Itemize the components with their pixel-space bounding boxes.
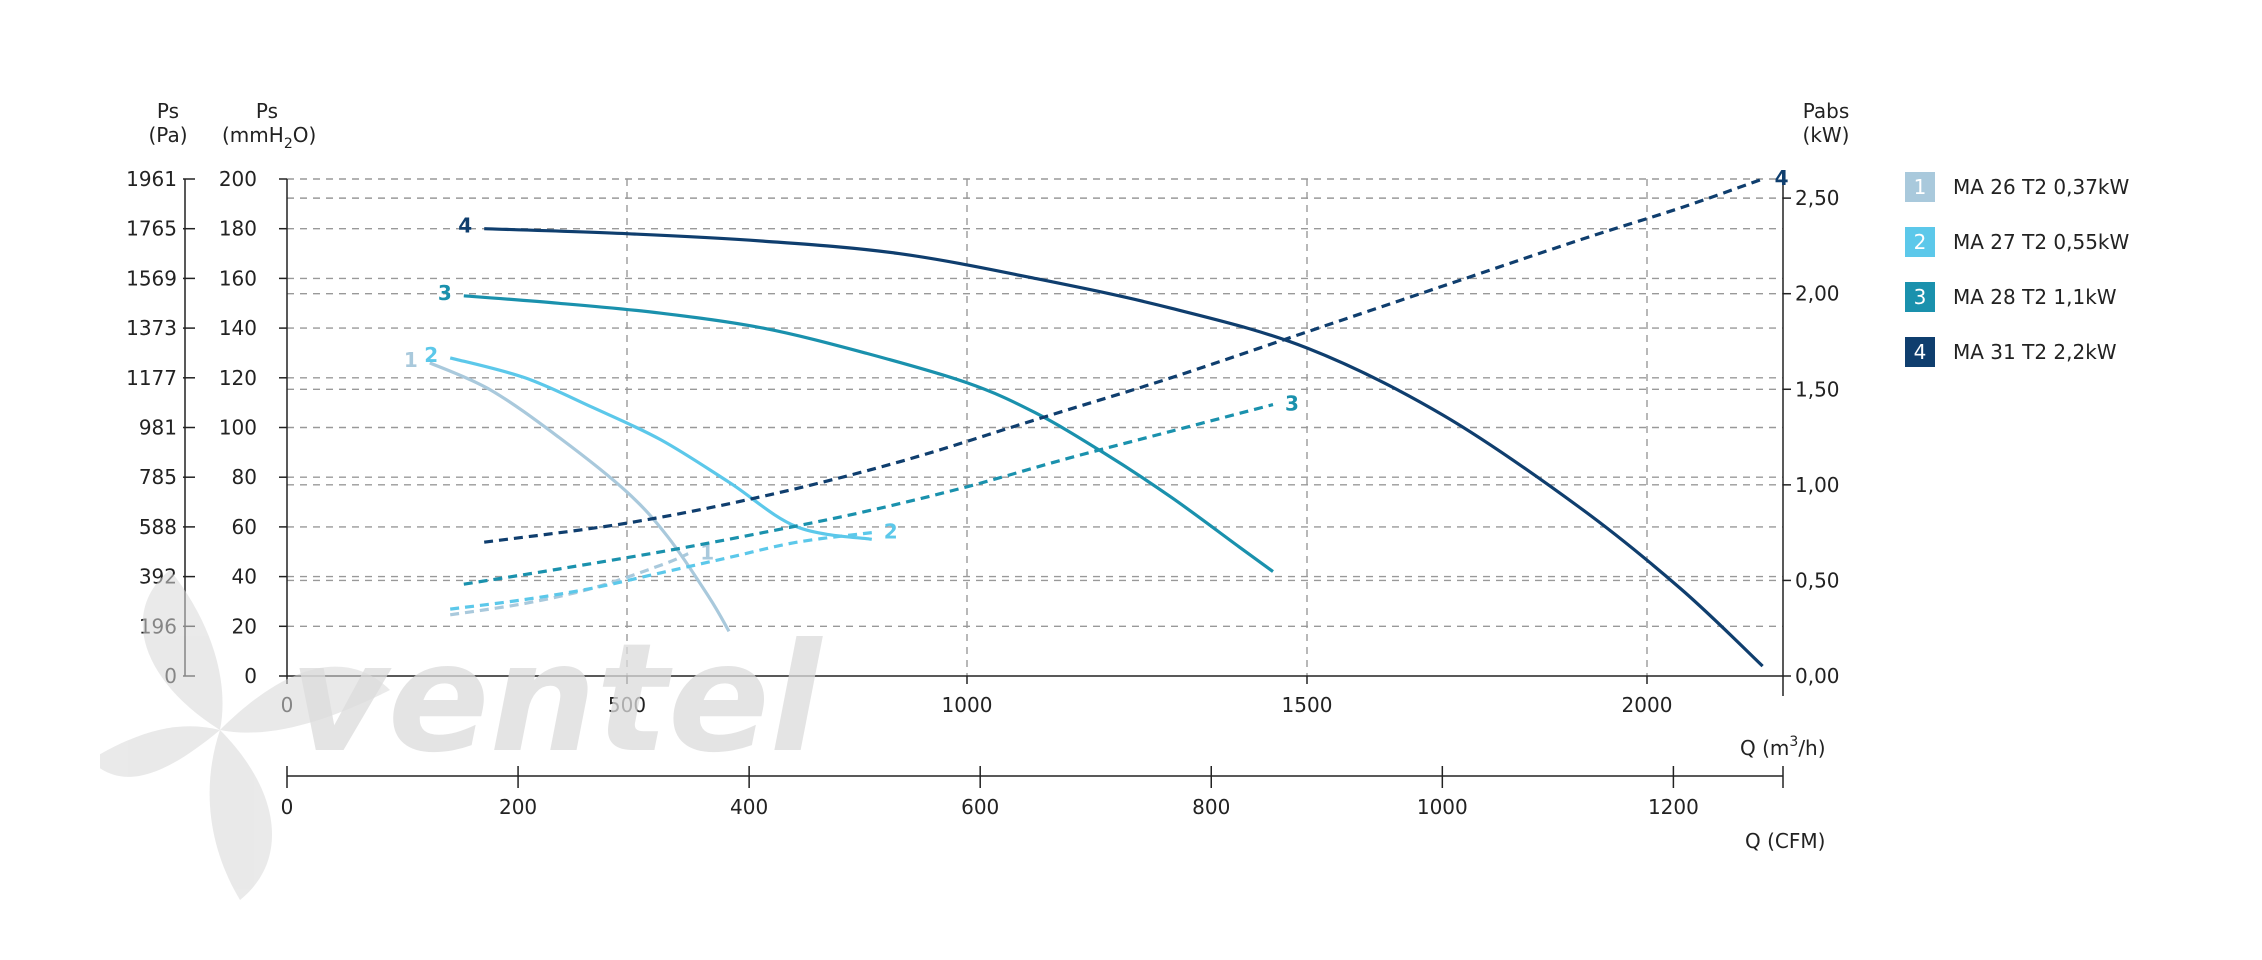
kw-axis-title-1: Pabs [1803, 99, 1850, 123]
legend-label-3: MA 28 T2 1,1kW [1953, 285, 2117, 309]
power-curve-label-1: 1 [700, 541, 714, 565]
mm-tick-label: 20 [232, 614, 257, 638]
legend-item-2: 2 MA 27 T2 0,55kW [1905, 227, 2129, 257]
x-cfm-tick-label: 200 [499, 795, 537, 819]
x-cfm-tick-label: 1200 [1648, 795, 1699, 819]
x-cfm-axis-title: Q (CFM) [1745, 829, 1825, 853]
mm-tick-label: 60 [232, 515, 257, 539]
kw-tick-label: 0,00 [1795, 664, 1840, 688]
kw-tick-label: 1,00 [1795, 473, 1840, 497]
mm-axis-title-2: (mmH2O) [222, 123, 316, 152]
kw-tick-label: 2,50 [1795, 186, 1840, 210]
pressure-curve-3 [463, 294, 1274, 573]
x-m3h-title-end: /h) [1798, 736, 1825, 760]
pa-axis-title-1: Ps [157, 99, 179, 123]
pressure-curve-label-1: 1 [404, 348, 418, 372]
pa-axis-title-2: (Pa) [148, 123, 187, 147]
power-curve-2 [449, 531, 873, 611]
legend-swatch-2: 2 [1905, 227, 1935, 257]
pressure-curve-label-2: 2 [424, 343, 438, 367]
mm-axis-title-base: (mmH [222, 123, 284, 147]
power-curve-4 [483, 177, 1764, 544]
kw-tick-label: 2,00 [1795, 282, 1840, 306]
mm-axis-title-end: O) [293, 123, 317, 147]
legend-swatch-4: 4 [1905, 337, 1935, 367]
mm-tick-label: 180 [219, 217, 257, 241]
mm-tick-label: 140 [219, 316, 257, 340]
legend-label-2: MA 27 T2 0,55kW [1953, 230, 2130, 254]
power-curve-label-4: 4 [1775, 166, 1789, 190]
pressure-curve-4 [484, 227, 1764, 668]
kw-axis-title-2: (kW) [1803, 123, 1850, 147]
mm-tick-label: 100 [219, 416, 257, 440]
pa-tick-label: 1177 [126, 366, 177, 390]
pa-tick-label: 981 [139, 416, 177, 440]
power-curve-3 [463, 403, 1274, 586]
mm-axis-title-1: Ps [256, 99, 278, 123]
pressure-curve-1 [429, 361, 731, 633]
mm-tick-label: 80 [232, 465, 257, 489]
ventel-watermark: ventel [90, 530, 920, 934]
x-cfm-tick-label: 600 [961, 795, 999, 819]
power-curve-label-2: 2 [884, 520, 898, 544]
pa-tick-label: 785 [139, 465, 177, 489]
mm-tick-label: 0 [244, 664, 257, 688]
x-m3h-title-base: Q (m [1740, 736, 1789, 760]
x-m3h-title-sup: 3 [1789, 734, 1798, 750]
pa-tick-label: 1569 [126, 266, 177, 290]
x-m3h-axis-title: Q (m3/h) [1740, 734, 1826, 760]
power-curve-label-3: 3 [1285, 392, 1299, 416]
x-m3h-tick-label: 1500 [1282, 693, 1333, 717]
legend-item-1: 1 MA 26 T2 0,37kW [1905, 172, 2129, 202]
pressure-curve-label-3: 3 [438, 281, 452, 305]
x-cfm-tick-label: 400 [730, 795, 768, 819]
x-m3h-tick-label: 1000 [942, 693, 993, 717]
mm-tick-label: 160 [219, 266, 257, 290]
kw-tick-label: 1,50 [1795, 377, 1840, 401]
x-cfm-tick-label: 800 [1192, 795, 1230, 819]
watermark-text: ventel [290, 612, 824, 786]
pa-tick-label: 1961 [126, 167, 177, 191]
legend: 1 MA 26 T2 0,37kW 2 MA 27 T2 0,55kW 3 MA 28 T… [1905, 172, 2129, 392]
kw-tick-label: 0,50 [1795, 568, 1840, 592]
fan-blades-watermark [90, 570, 390, 900]
power-curve-1 [449, 552, 689, 617]
x-m3h-tick-label: 500 [608, 693, 646, 717]
pa-tick-label: 1373 [126, 316, 177, 340]
mm-tick-label: 200 [219, 167, 257, 191]
mm-axis-title-sub: 2 [284, 136, 293, 152]
x-cfm-tick-label: 1000 [1417, 795, 1468, 819]
axis-headers: Ps (Pa) Ps (mmH2O) Pabs (kW) Q (m3/h) Q … [148, 99, 1849, 853]
pressure-curve-label-4: 4 [458, 214, 472, 238]
x-cfm-tick-label: 0 [281, 795, 294, 819]
mm-tick-label: 40 [232, 565, 257, 589]
legend-item-3: 3 MA 28 T2 1,1kW [1905, 282, 2129, 312]
x-m3h-tick-label: 2000 [1622, 693, 1673, 717]
watermark-graphic: ventel [90, 570, 824, 900]
pa-tick-label: 588 [139, 515, 177, 539]
legend-swatch-1: 1 [1905, 172, 1935, 202]
pressure-curve-2 [449, 356, 873, 541]
pa-tick-label: 1765 [126, 217, 177, 241]
mm-tick-label: 120 [219, 366, 257, 390]
legend-item-4: 4 MA 31 T2 2,2kW [1905, 337, 2129, 367]
axes: 0196392588785981117713731569176519610204… [126, 167, 1839, 819]
legend-label-4: MA 31 T2 2,2kW [1953, 340, 2117, 364]
legend-label-1: MA 26 T2 0,37kW [1953, 175, 2130, 199]
legend-swatch-3: 3 [1905, 282, 1935, 312]
